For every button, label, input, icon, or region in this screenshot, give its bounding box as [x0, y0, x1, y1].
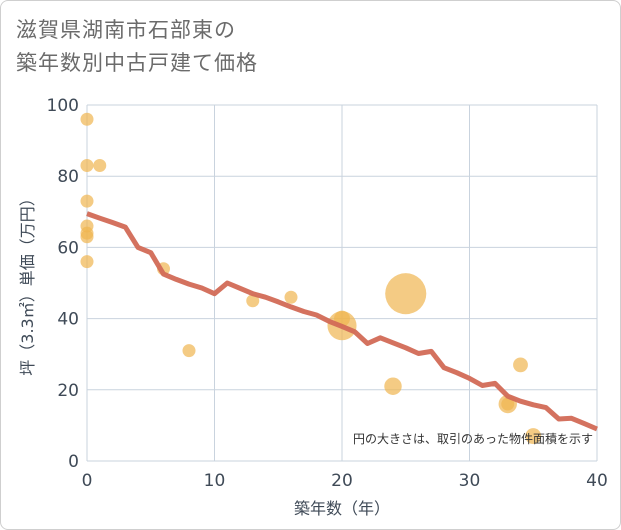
y-tick-label: 80 [57, 167, 79, 187]
bubble-point [513, 357, 528, 373]
bubble-point [501, 397, 515, 411]
bubble-point [384, 377, 402, 395]
grid-lines [86, 104, 598, 462]
y-tick-label: 0 [68, 452, 79, 472]
x-tick-labels: 0 10 20 30 40 [82, 471, 608, 491]
y-tick-label: 40 [57, 310, 79, 330]
bubble-point [525, 428, 542, 445]
bubble-point [80, 194, 94, 208]
y-tick-label: 100 [47, 96, 79, 116]
chart-title-line-2: 築年数別中古戸建て価格 [16, 51, 258, 75]
bubble-point [93, 159, 107, 173]
chart-title-line-1: 滋賀県湖南市石部東の [16, 18, 236, 42]
bubble-point [284, 290, 298, 304]
bubble-point [182, 344, 196, 358]
bubble-point [80, 159, 94, 173]
x-tick-label: 30 [459, 471, 481, 491]
y-tick-label: 20 [57, 381, 79, 401]
bubble-point [385, 273, 427, 315]
size-legend-note: 円の大きさは、取引のあった物件面積を示す [353, 431, 593, 446]
bubble-point [246, 294, 260, 308]
bubble-point [80, 230, 94, 244]
x-axis-title: 築年数（年） [294, 499, 390, 518]
x-tick-label: 0 [82, 471, 93, 491]
bubble-point [80, 112, 94, 126]
x-tick-label: 10 [204, 471, 226, 491]
chart-title: 滋賀県湖南市石部東の 築年数別中古戸建て価格 [16, 14, 258, 80]
bubbles [80, 112, 542, 445]
x-tick-label: 20 [331, 471, 353, 491]
bubble-point [80, 255, 94, 269]
trend-line [86, 211, 598, 432]
y-tick-label: 60 [57, 238, 79, 258]
y-tick-labels: 0 20 40 60 80 100 [47, 96, 79, 472]
x-tick-label: 40 [586, 471, 608, 491]
y-axis-title: 坪（3.3㎡）単価（万円） [18, 190, 37, 375]
